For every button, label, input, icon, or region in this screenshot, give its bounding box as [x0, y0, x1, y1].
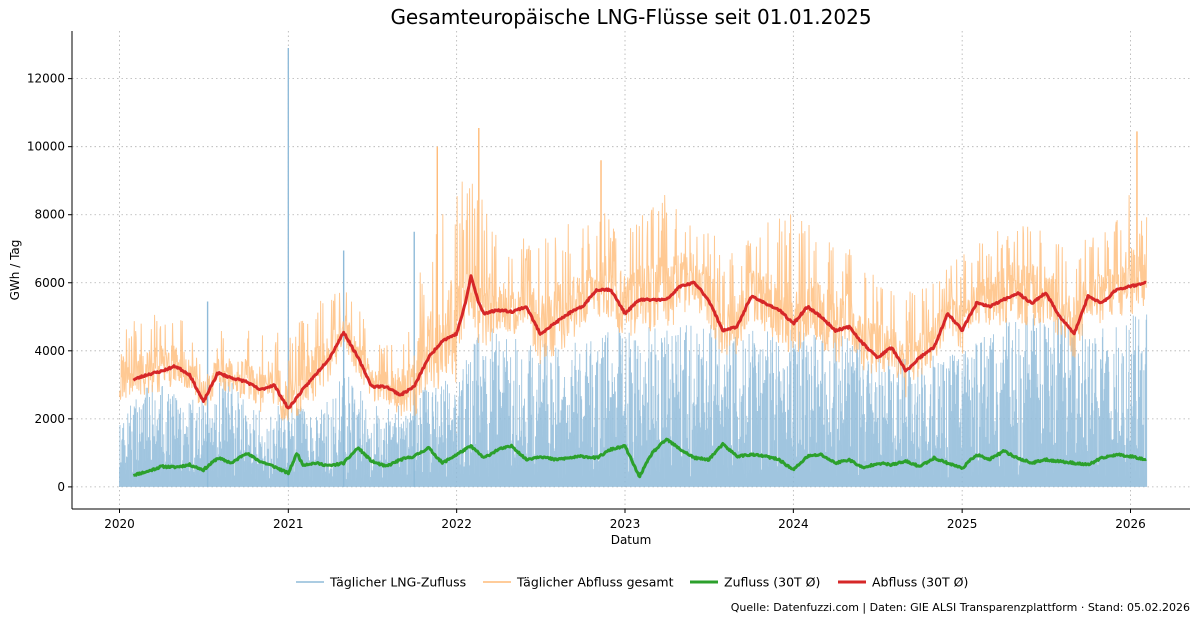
y-tick-label: 6000: [34, 276, 65, 290]
x-tick-label: 2022: [441, 517, 472, 531]
x-tick-label: 2023: [610, 517, 641, 531]
x-tick-label: 2026: [1115, 517, 1146, 531]
series-rolling-inflow: [132, 437, 1147, 479]
series-rolling-outflow: [132, 274, 1147, 410]
y-tick-label: 12000: [27, 72, 65, 86]
y-tick-label: 8000: [34, 208, 65, 222]
x-tick-label: 2024: [778, 517, 809, 531]
source-note: Quelle: Datenfuzzi.com | Daten: GIE ALSI…: [731, 601, 1190, 614]
legend-label: Abfluss (30T Ø): [872, 575, 968, 590]
chart-legend: Täglicher LNG-Zufluss Täglicher Abfluss g…: [296, 575, 968, 590]
legend-label: Täglicher LNG-Zufluss: [329, 575, 466, 590]
x-tick-label: 2020: [104, 517, 135, 531]
x-tick-label: 2025: [947, 517, 978, 531]
y-tick-label: 2000: [34, 412, 65, 426]
legend-label: Zufluss (30T Ø): [724, 575, 820, 590]
axes-layer: 0 2000 4000 6000 8000 10000 12000 2020 2021 2022 2…: [27, 31, 1190, 531]
x-axis-label: Datum: [611, 533, 652, 547]
legend-entry-daily-inflow: Täglicher LNG-Zufluss: [296, 575, 466, 590]
x-tick-label: 2021: [273, 517, 304, 531]
y-tick-label: 4000: [34, 344, 65, 358]
chart-title: Gesamteuropäische LNG-Flüsse seit 01.01.…: [390, 5, 871, 29]
legend-label: Täglicher Abfluss gesamt: [516, 575, 674, 590]
y-tick-label: 10000: [27, 140, 65, 154]
legend-entry-daily-outflow: Täglicher Abfluss gesamt: [483, 575, 674, 590]
y-tick-label: 0: [57, 480, 65, 494]
legend-entry-rolling-outflow: Abfluss (30T Ø): [838, 575, 968, 590]
y-axis-label: GWh / Tag: [8, 240, 22, 301]
data-layer: [119, 48, 1148, 487]
legend-entry-rolling-inflow: Zufluss (30T Ø): [690, 575, 820, 590]
